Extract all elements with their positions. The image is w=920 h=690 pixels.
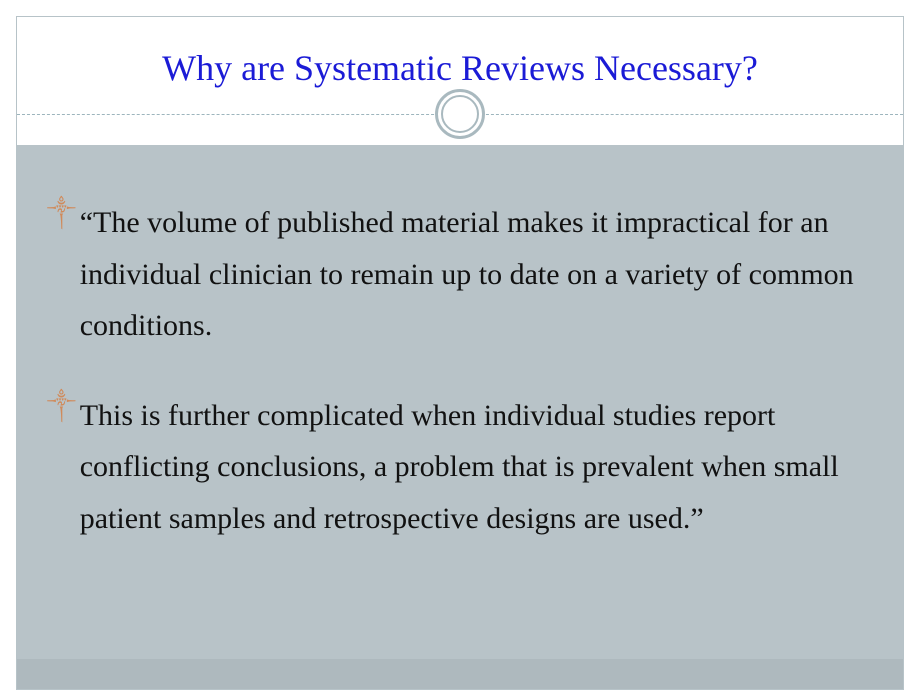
bullet-item: ༒ This is further complicated when indiv…: [47, 390, 873, 545]
footer-bar: [17, 659, 903, 689]
slide: Why are Systematic Reviews Necessary? ༒ …: [0, 0, 920, 690]
divider-ring: [435, 89, 485, 139]
bullet-glyph-icon: ༒: [47, 197, 76, 227]
content-area: ༒ “The volume of published material make…: [17, 145, 903, 659]
bullet-glyph-icon: ༒: [47, 390, 76, 420]
ring-inner: [441, 95, 479, 133]
slide-title: Why are Systematic Reviews Necessary?: [37, 47, 883, 90]
bullet-item: ༒ “The volume of published material make…: [47, 197, 873, 352]
bullet-text: “The volume of published material makes …: [80, 197, 873, 352]
slide-frame: Why are Systematic Reviews Necessary? ༒ …: [16, 16, 904, 690]
bullet-text: This is further complicated when individ…: [80, 390, 873, 545]
